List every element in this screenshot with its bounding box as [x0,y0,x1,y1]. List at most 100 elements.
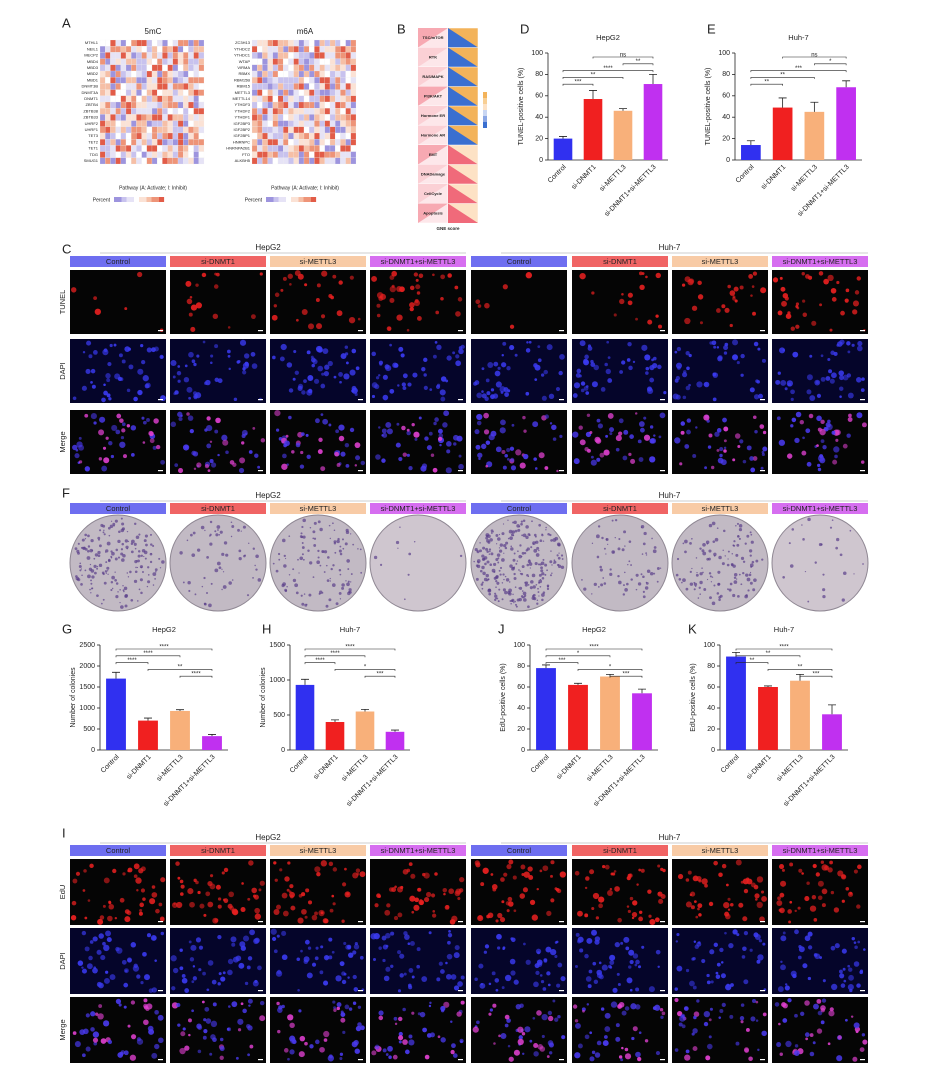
cell-dot [526,341,529,344]
cell-dot [635,987,640,992]
colony [117,556,121,559]
cell-dot [533,1043,539,1048]
cell-dot [743,1047,749,1053]
cell-dot [632,360,636,364]
cell-dot [440,296,444,301]
colony [693,588,696,591]
cell-dot [187,888,194,895]
cell-dot [716,448,720,452]
cell-dot [385,365,392,372]
heatmap-row-label: MTHL1 [85,40,99,45]
cell-dot [559,871,566,878]
cell-dot [88,354,93,359]
cell-dot [195,937,202,943]
cell-dot [410,873,416,879]
colony [511,599,514,603]
colony [558,552,560,554]
cell-dot [172,967,179,974]
heatmap-cell [183,77,189,84]
colony [110,580,114,584]
colony [301,553,304,556]
colony [82,546,86,550]
cell-dot [123,1050,129,1056]
cell-dot [785,313,792,319]
pathway-label: EMT [429,152,438,157]
heatmap-cell [125,95,132,103]
cell-dot [344,891,351,898]
cell-dot [411,1011,415,1015]
cell-dot [555,940,559,944]
legend-gradient [154,197,157,202]
cell-dot [575,932,580,937]
colony [513,576,517,580]
heatmap-cell [105,89,111,96]
cell-dot [478,915,483,920]
cell-dot [432,913,437,918]
cell-dot [124,909,130,915]
cell-dot [289,1049,295,1055]
cell-dot [714,431,720,437]
cell-dot [154,959,157,962]
cell-dot [448,888,455,895]
colony [522,533,527,538]
cell-dot [341,971,346,976]
cell-dot [474,977,478,982]
cell-dot [489,1008,493,1012]
colony [299,535,303,538]
heatmap-cell [99,120,106,127]
colony [862,563,864,565]
cell-dot [486,914,491,919]
cell-dot [283,1048,289,1053]
heatmap-cell [309,70,315,78]
cell-dot [495,446,502,453]
colony [509,536,513,540]
condition-label: Control [106,846,131,855]
cell-dot [816,415,822,422]
colony [503,552,505,554]
cell-dot [525,348,531,353]
heatmap-cell [162,126,168,134]
cell-dot [591,291,595,295]
heatmap-cell [146,139,153,146]
gne-x-label: GNE score [436,226,460,231]
colony [187,580,191,585]
colony [360,571,363,574]
colony [297,558,299,561]
cell-dot [576,939,582,944]
cell-dot [70,915,77,921]
colony [106,570,109,572]
cell-dot [762,942,766,946]
colony [539,585,542,588]
condition-label: si-DNMT1+si-METTL3 [381,257,456,266]
colony [127,576,130,578]
colony [676,557,680,561]
colony [519,570,521,572]
colony [727,558,729,560]
heatmap-cell [151,101,158,109]
cell-dot [729,1014,734,1019]
heatmap-cell [267,46,273,53]
cell-dot [645,275,648,279]
heatmap-row-label: MBD2 [87,71,99,76]
micrograph [70,410,166,474]
heatmap-cell [251,126,258,134]
colony [705,540,710,545]
cell-dot [721,1002,726,1007]
heatmap-cell [162,39,168,47]
colony [505,578,510,582]
heatmap-cell [298,114,305,121]
cell-dot [640,427,645,433]
colony [301,542,304,544]
heatmap-cell [345,114,351,121]
cell-dot [626,977,633,984]
colony [501,558,505,562]
y-tick-label: 500 [83,726,95,733]
cell-dot [209,440,213,443]
cell-dot [396,286,403,292]
heatmap-cell [324,95,331,103]
cell-dot [389,285,396,293]
cell-dot [332,867,338,872]
cell-dot [839,395,842,398]
condition-bar [370,503,466,514]
colony [750,540,754,544]
